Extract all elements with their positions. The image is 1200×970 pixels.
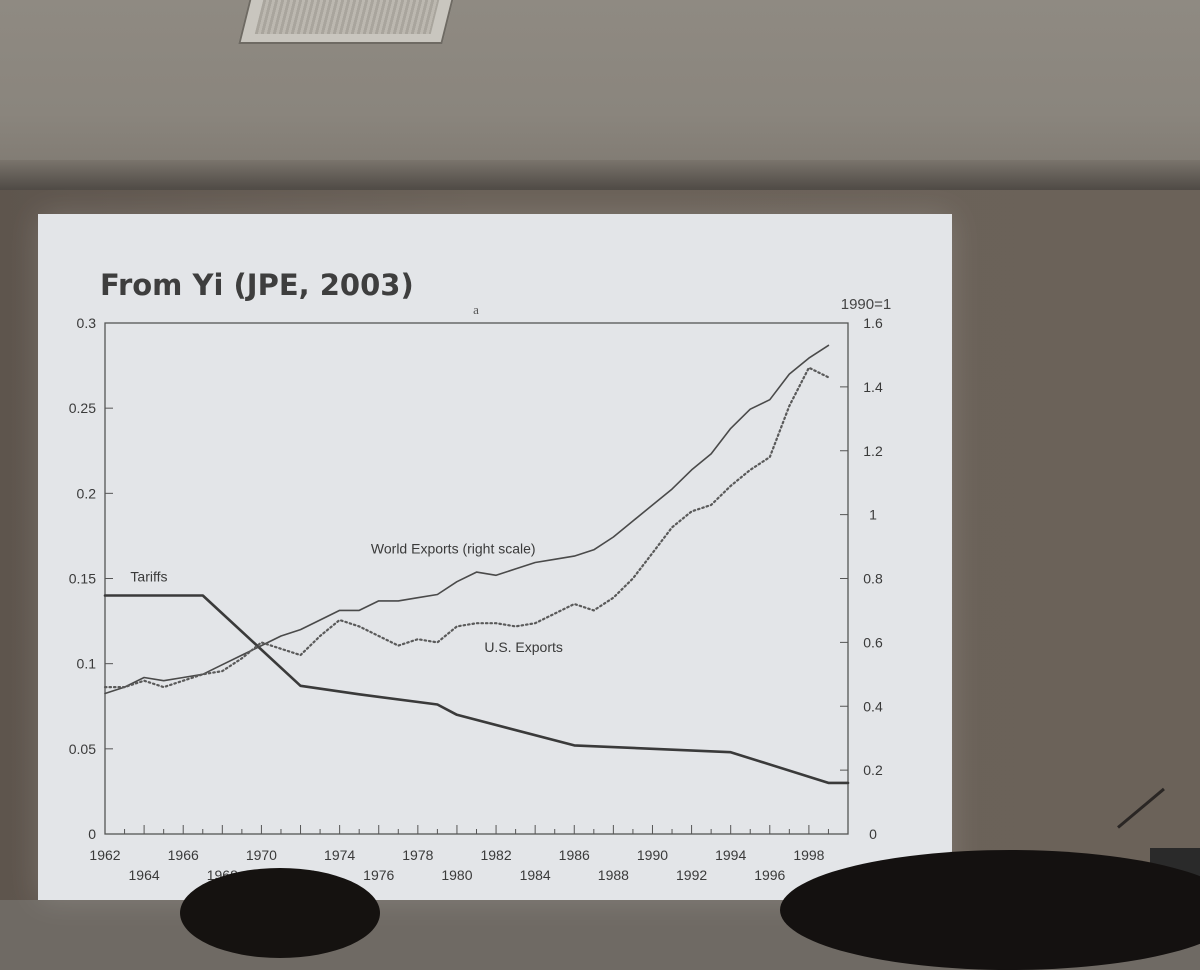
x-axis-tick-label: 1980	[441, 867, 472, 883]
left-axis-tick-label: 0	[88, 826, 96, 842]
x-axis-tick-label: 1988	[598, 867, 629, 883]
series-annotations: Tariffs World Exports (right scale) U.S. E…	[130, 540, 562, 655]
right-axis-tick-label: 0.6	[863, 634, 883, 650]
right-axis-title: 1990=1	[841, 296, 891, 313]
series-line-tariffs	[103, 594, 850, 785]
x-axis-tick-label: 1978	[402, 847, 433, 863]
right-axis-tick-label: 1	[869, 507, 877, 523]
left-axis-tick-label: 0.3	[77, 315, 97, 331]
projection-screen	[38, 214, 952, 900]
x-axis-tick-label: 1986	[559, 847, 590, 863]
axes-ticks: 0 0.05 0.1 0.15 0.2 0.25 0.3 0 0.2 0.4 0.6 0.8 1 1.2 1…	[69, 315, 883, 883]
right-axis-tick-label: 0.2	[863, 762, 883, 778]
right-axis-tick-label: 1.2	[863, 443, 883, 459]
x-axis-tick-label: 1998	[793, 847, 824, 863]
x-axis-tick-label: 1976	[363, 867, 394, 883]
right-axis-tick-label: 1.4	[863, 379, 883, 395]
screen-housing-beam	[0, 160, 1200, 190]
left-axis-tick-label: 0.2	[77, 485, 97, 501]
x-axis-tick-label: 1974	[324, 847, 355, 863]
right-axis-tick-label: 0.8	[863, 571, 883, 587]
audience-head	[180, 868, 380, 958]
left-axis-tick-label: 0.15	[69, 571, 96, 587]
ceiling	[0, 0, 1200, 190]
series-lines	[103, 344, 850, 785]
plot-frame	[104, 322, 849, 835]
left-axis-tick-label: 0.25	[69, 400, 96, 416]
us-exports-label: U.S. Exports	[484, 639, 563, 655]
left-axis-tick-label: 0.1	[77, 656, 97, 672]
tariffs-label: Tariffs	[130, 569, 167, 585]
x-axis-tick-label: 1996	[754, 867, 785, 883]
x-axis-tick-label: 1990	[637, 847, 668, 863]
slide-title: From Yi (JPE, 2003)	[100, 268, 414, 302]
x-axis-tick-label: 1970	[246, 847, 277, 863]
line-chart: a 1990=1 0 0.05 0.1 0.15 0.2 0.25 0.3 0 0.2 0.4 0.…	[69, 296, 891, 883]
left-axis-tick-label: 0.05	[69, 741, 96, 757]
x-axis-tick-label: 1984	[520, 867, 551, 883]
x-axis-tick-label: 1982	[480, 847, 511, 863]
right-axis-tick-label: 0.4	[863, 698, 883, 714]
audience-head	[780, 850, 1200, 970]
series-line-world-exports-right-scale	[104, 344, 830, 695]
x-axis-tick-label: 1962	[89, 847, 120, 863]
right-axis-tick-label: 0	[869, 826, 877, 842]
x-axis-tick-label: 1994	[715, 847, 746, 863]
x-axis-tick-label: 1964	[129, 867, 160, 883]
chart-title: a	[473, 302, 479, 317]
series-line-u-s-exports	[103, 366, 830, 689]
x-axis-tick-label: 1992	[676, 867, 707, 883]
right-axis-tick-label: 1.6	[863, 315, 883, 331]
x-axis-tick-label: 1966	[168, 847, 199, 863]
world-exports-label: World Exports (right scale)	[371, 540, 536, 556]
